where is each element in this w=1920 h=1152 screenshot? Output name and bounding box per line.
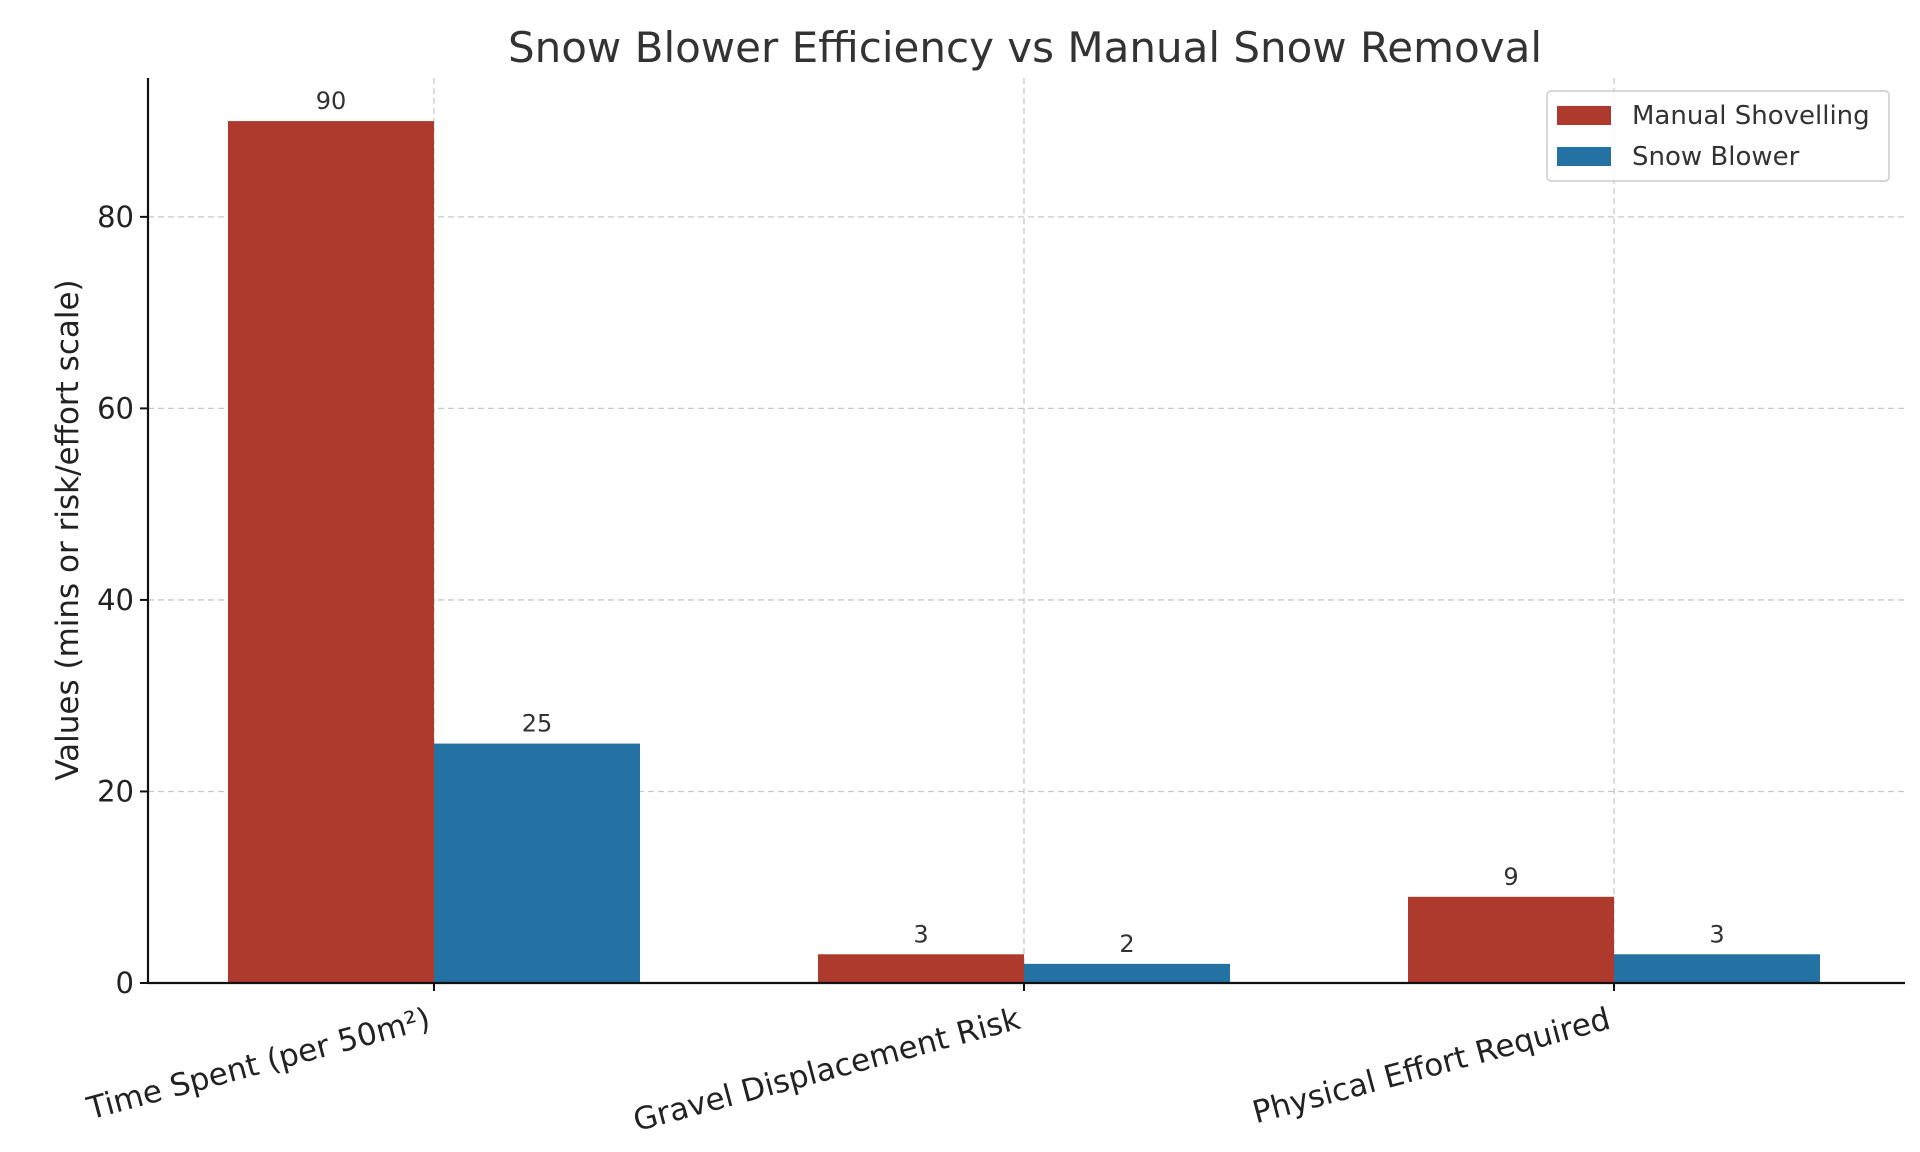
chart-title: Snow Blower Efficiency vs Manual Snow Re… [508, 23, 1542, 72]
bar-blower-0 [434, 743, 640, 983]
bar-blower-2 [1614, 954, 1820, 983]
bar-manual-0 [228, 121, 434, 984]
bar-manual-1 [818, 954, 1024, 983]
legend: Manual Shovelling Snow Blower [1546, 90, 1890, 182]
data-label: 3 [1709, 920, 1724, 948]
x-ticks: Time Spent (per 50m²) Gravel Displacement… [82, 983, 1615, 1139]
legend-label: Snow Blower [1632, 142, 1800, 172]
bar-blower-1 [1024, 963, 1230, 983]
data-label: 9 [1503, 863, 1518, 891]
data-label: 3 [913, 920, 928, 948]
y-tick-label: 40 [97, 583, 134, 617]
legend-swatch [1557, 106, 1611, 125]
y-tick-label: 60 [97, 391, 134, 425]
data-labels: 90 3 9 25 2 3 [316, 87, 1725, 958]
bars [228, 121, 1820, 984]
legend-swatch [1557, 147, 1611, 166]
x-tick-label: Physical Effort Required [1249, 1001, 1614, 1131]
y-axis-label: Values (mins or risk/effort scale) [50, 279, 86, 780]
data-label: 90 [316, 87, 347, 115]
data-label: 25 [522, 710, 553, 738]
gridlines [148, 78, 1905, 983]
y-ticks: 0 20 40 60 80 [97, 200, 148, 1000]
x-tick-label: Time Spent (per 50m²) [82, 1001, 434, 1128]
legend-label: Manual Shovelling [1632, 101, 1870, 131]
x-tick-label: Gravel Displacement Risk [629, 1001, 1024, 1139]
y-tick-label: 0 [116, 966, 134, 1000]
y-tick-label: 20 [97, 774, 134, 808]
legend-box [1546, 90, 1890, 182]
axes [146, 78, 1905, 985]
y-tick-label: 80 [97, 200, 134, 234]
bar-manual-2 [1408, 896, 1614, 983]
data-label: 2 [1119, 930, 1134, 958]
